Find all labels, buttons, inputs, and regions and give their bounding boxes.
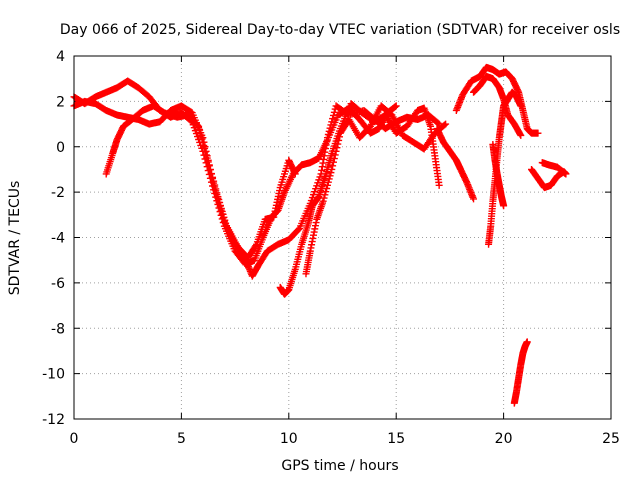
data-point xyxy=(328,165,336,173)
data-point xyxy=(331,151,339,159)
data-point xyxy=(335,133,343,141)
data-point xyxy=(194,121,202,129)
data-point xyxy=(323,184,331,192)
data-point xyxy=(333,144,341,152)
x-tick-label: 25 xyxy=(602,431,620,447)
data-point xyxy=(329,115,337,123)
data-point xyxy=(434,119,442,127)
x-tick-label: 0 xyxy=(70,431,79,447)
data-point xyxy=(207,170,215,178)
data-point xyxy=(294,226,302,234)
data-point xyxy=(203,154,211,162)
plot-frame xyxy=(73,55,612,420)
data-point xyxy=(211,181,219,189)
data-point xyxy=(199,138,207,146)
x-axis-label: GPS time / hours xyxy=(281,458,398,474)
data-point xyxy=(323,181,331,189)
data-point xyxy=(517,102,525,110)
data-point xyxy=(205,162,213,170)
chart-title: Day 066 of 2025, Sidereal Day-to-day VTE… xyxy=(60,22,620,38)
data-point xyxy=(442,120,450,128)
data-point xyxy=(327,169,335,177)
y-tick-label: -6 xyxy=(51,276,65,292)
data-point xyxy=(195,122,203,130)
data-point xyxy=(195,126,203,134)
data-point xyxy=(210,177,218,185)
data-point xyxy=(392,102,400,110)
y-tick-label: -4 xyxy=(51,231,65,247)
data-point xyxy=(252,242,260,250)
y-tick-labels: -12 -10 -8 -6 -4 -2 0 2 4 xyxy=(42,49,65,428)
y-tick-label: -10 xyxy=(42,367,65,383)
series-track-f xyxy=(433,125,478,203)
data-point xyxy=(319,197,327,205)
data-point xyxy=(291,170,299,178)
data-point xyxy=(534,129,542,137)
data-point xyxy=(330,108,338,116)
y-tick-label: 2 xyxy=(56,94,65,110)
data-point xyxy=(329,162,337,170)
data-point xyxy=(320,194,328,202)
data-point xyxy=(538,159,546,167)
series-track-k xyxy=(528,159,570,192)
y-tick-label: 4 xyxy=(56,49,65,65)
data-point xyxy=(204,158,212,166)
data-point xyxy=(441,121,449,129)
data-point xyxy=(321,191,329,199)
x-tick-label: 20 xyxy=(495,431,513,447)
data-point xyxy=(523,338,531,346)
y-tick-label: -12 xyxy=(42,412,65,428)
y-tick-label: 0 xyxy=(56,140,65,156)
data-point xyxy=(212,185,220,193)
data-point xyxy=(335,136,343,144)
data-points xyxy=(70,63,570,407)
data-point xyxy=(325,175,333,183)
series-track-g xyxy=(452,63,542,137)
data-point xyxy=(196,129,204,137)
data-point xyxy=(324,178,332,186)
data-point xyxy=(209,173,217,181)
series-track-b xyxy=(70,77,400,269)
data-point xyxy=(435,181,443,189)
series-track-h xyxy=(470,72,525,139)
x-tick-label: 15 xyxy=(387,431,405,447)
data-point xyxy=(330,155,338,163)
data-point xyxy=(500,202,508,210)
data-point xyxy=(201,148,209,156)
data-point xyxy=(206,166,214,174)
y-tick-label: -8 xyxy=(51,321,65,337)
series-track-j xyxy=(489,140,508,210)
data-point xyxy=(517,131,525,139)
series-track-c xyxy=(102,102,299,262)
series-track-l xyxy=(510,338,531,407)
series-track-d xyxy=(276,100,443,298)
data-point xyxy=(326,172,334,180)
y-axis-label: SDTVAR / TECUs xyxy=(7,181,23,296)
data-point xyxy=(197,132,205,140)
data-point xyxy=(213,189,221,197)
y-tick-label: -2 xyxy=(51,185,65,201)
x-tick-label: 10 xyxy=(280,431,298,447)
data-point xyxy=(332,147,340,155)
data-point xyxy=(202,151,210,159)
data-point xyxy=(201,145,209,153)
data-point xyxy=(329,158,337,166)
x-tick-labels: 0 5 10 15 20 25 xyxy=(70,431,620,447)
data-point xyxy=(198,135,206,143)
data-point xyxy=(200,141,208,149)
data-point xyxy=(334,140,342,148)
data-point xyxy=(470,195,478,203)
x-tick-label: 5 xyxy=(177,431,186,447)
data-point xyxy=(322,188,330,196)
